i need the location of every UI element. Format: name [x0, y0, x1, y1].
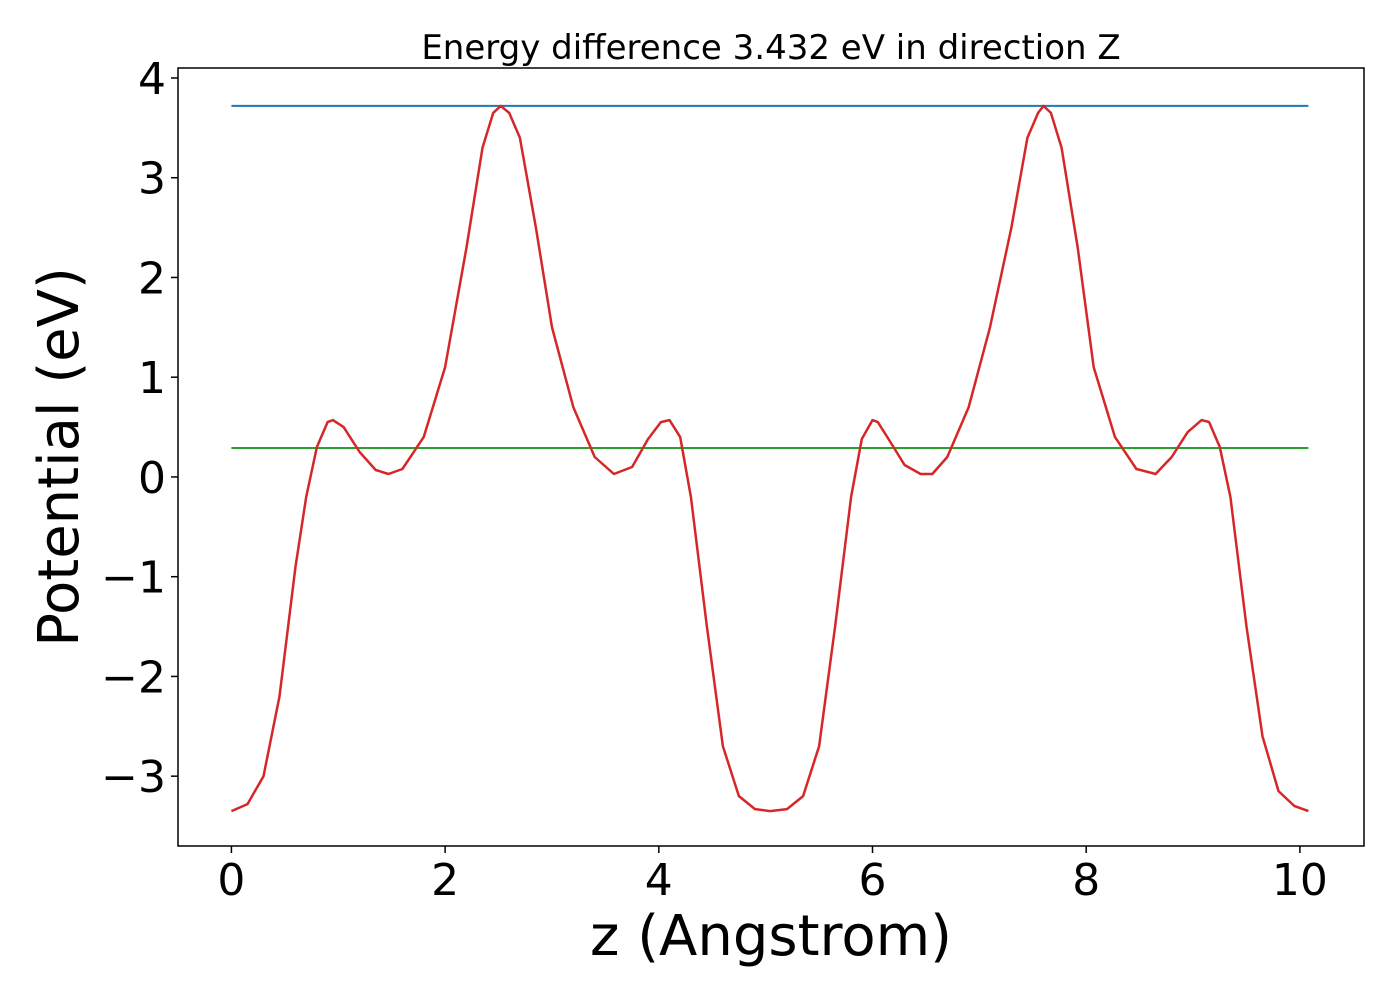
y-axis-ticks: −3 −2 −1 0 1 2 3 4	[101, 54, 178, 803]
y-tick-label: 1	[138, 353, 166, 404]
y-tick-label: 0	[138, 453, 166, 504]
x-tick-label: 6	[859, 855, 887, 906]
x-axis-ticks: 0 2 4 6 8 10	[217, 846, 1328, 906]
y-tick-label: −3	[101, 752, 166, 803]
x-axis-label: z (Angstrom)	[590, 904, 952, 969]
y-axis-label: Potential (eV)	[27, 267, 92, 647]
x-tick-label: 0	[217, 855, 245, 906]
x-tick-label: 8	[1072, 855, 1100, 906]
plot-lines	[230, 104, 1309, 813]
y-tick-label: −1	[101, 553, 166, 604]
y-tick-label: 4	[138, 54, 166, 105]
series-line-2	[230, 104, 1309, 813]
x-tick-label: 4	[645, 855, 673, 906]
y-tick-label: 2	[138, 253, 166, 304]
x-tick-label: 10	[1272, 855, 1328, 906]
plot-frame	[177, 67, 1365, 847]
chart-title: Energy difference 3.432 eV in direction …	[421, 28, 1120, 68]
y-tick-label: 3	[138, 154, 166, 205]
y-tick-label: −2	[101, 652, 166, 703]
x-tick-label: 2	[431, 855, 459, 906]
